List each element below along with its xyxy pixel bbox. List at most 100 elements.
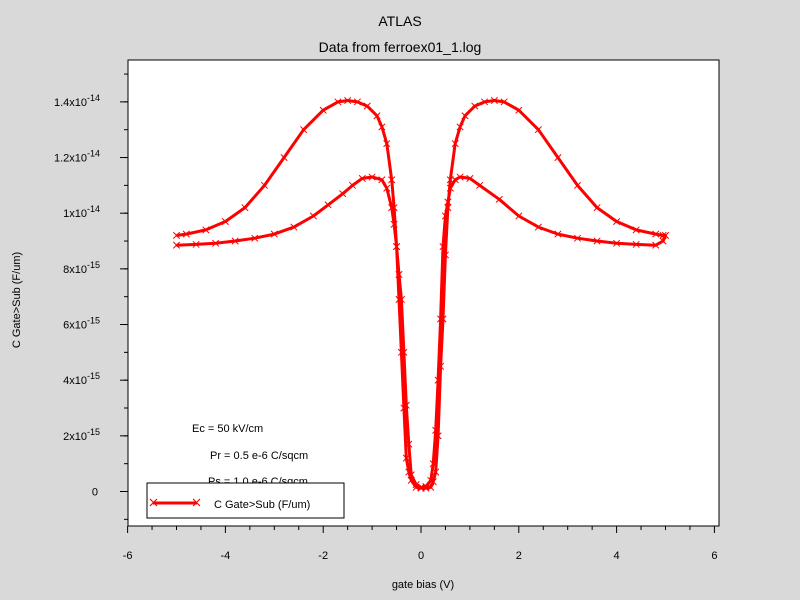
data-point-marker: [348, 181, 357, 189]
data-point-marker: [500, 98, 508, 106]
data-point-marker: [397, 348, 405, 356]
y-tick-label: 1x10-14: [63, 204, 100, 220]
x-tick-label: 2: [516, 550, 522, 562]
data-point-marker: [456, 173, 464, 181]
y-tick-label: 1.4x10-14: [54, 93, 100, 109]
data-point-marker: [444, 198, 452, 206]
legend-marker: [149, 498, 201, 507]
legend: C Gate>Sub (F/um): [146, 482, 345, 519]
data-point-marker: [593, 237, 601, 245]
data-point-marker: [353, 98, 361, 106]
data-point-marker: [422, 482, 430, 491]
data-point-marker: [652, 241, 660, 249]
data-point-marker: [659, 231, 667, 240]
data-point-marker: [400, 404, 408, 412]
y-tick-label: 0: [92, 487, 98, 499]
data-point-marker: [495, 195, 503, 203]
data-point-marker: [402, 454, 410, 462]
data-point-marker: [390, 220, 398, 228]
data-point-marker: [324, 201, 332, 209]
data-point-marker: [515, 106, 523, 114]
data-point-marker: [573, 181, 582, 189]
data-point-marker: [241, 204, 249, 212]
data-point-marker: [221, 217, 229, 226]
data-point-marker: [427, 476, 435, 484]
data-point-marker: [613, 239, 621, 247]
data-point-marker: [202, 226, 210, 234]
data-point-marker: [334, 98, 342, 106]
plot-area: [127, 59, 720, 527]
data-point-marker: [661, 231, 670, 240]
y-tick-label: 6x10-15: [63, 316, 100, 332]
data-point-marker: [309, 212, 317, 220]
data-point-marker: [319, 106, 327, 114]
data-point-marker: [481, 98, 489, 106]
data-point-marker: [407, 476, 415, 484]
data-point-marker: [659, 237, 667, 245]
data-point-marker: [534, 126, 542, 134]
data-point-marker: [182, 230, 190, 238]
data-point-marker: [339, 190, 347, 198]
y-tick-label: 2x10-15: [63, 427, 100, 443]
data-point-marker: [593, 204, 601, 212]
data-point-marker: [368, 173, 376, 181]
data-point-marker: [456, 123, 464, 131]
data-point-marker: [444, 204, 452, 212]
y-tick-label: 1.2x10-14: [54, 149, 100, 165]
data-point-marker: [461, 112, 469, 120]
x-tick-label: 0: [418, 550, 424, 562]
data-point-marker: [573, 234, 582, 242]
data-point-marker: [515, 212, 523, 220]
x-tick-label: -4: [221, 550, 231, 562]
data-point-marker: [490, 96, 498, 105]
chart-subtitle: Data from ferroex01_1.log: [319, 39, 482, 55]
y-axis-label: C Gate>Sub (F/um): [11, 252, 23, 348]
data-point-marker: [471, 102, 479, 110]
data-point-marker: [400, 348, 408, 356]
data-point-marker: [388, 176, 396, 184]
y-tick-label: 4x10-15: [63, 371, 100, 387]
data-point-marker: [412, 483, 420, 491]
data-point-marker: [554, 153, 562, 162]
data-point-marker: [251, 234, 259, 242]
data-point-marker: [212, 239, 220, 247]
data-point-marker: [290, 223, 298, 231]
data-point-marker: [652, 230, 660, 238]
data-point-marker: [383, 140, 391, 148]
data-point-marker: [388, 204, 396, 212]
data-point-marker: [358, 174, 366, 182]
legend-box: [146, 482, 345, 519]
data-point-marker: [434, 376, 442, 384]
x-tick-label: -6: [123, 550, 133, 562]
data-point-marker: [231, 237, 239, 245]
data-point-marker: [451, 176, 459, 184]
chart-title: ATLAS: [378, 13, 421, 29]
data-point-marker: [172, 241, 181, 249]
data-point-marker: [632, 226, 640, 234]
data-point-marker: [378, 176, 386, 184]
data-point-marker: [534, 223, 542, 231]
series-line: [176, 99, 667, 490]
series-layer: [172, 96, 670, 492]
data-point-marker: [192, 240, 200, 248]
data-point-marker: [412, 480, 420, 489]
annotation-pr: Pr = 0.5 e-6 C/sqcm: [210, 450, 308, 462]
x-axis-ticks: -6 -4 -2 0 2 4 6: [123, 526, 717, 562]
data-point-marker: [395, 270, 403, 278]
data-point-marker: [439, 315, 447, 323]
data-point-marker: [172, 231, 181, 240]
data-point-marker: [280, 153, 288, 162]
data-point-marker: [446, 184, 454, 192]
data-point-marker: [260, 181, 269, 189]
data-point-marker: [390, 204, 398, 212]
data-point-marker: [432, 426, 440, 434]
data-point-marker: [383, 184, 391, 192]
data-point-marker: [429, 460, 437, 468]
data-point-marker: [554, 230, 562, 238]
data-point-marker: [476, 181, 484, 189]
data-point-marker: [441, 212, 450, 220]
x-tick-label: -2: [318, 550, 328, 562]
annotation-ec: Ec = 50 kV/cm: [192, 423, 263, 435]
data-point-marker: [441, 251, 450, 259]
